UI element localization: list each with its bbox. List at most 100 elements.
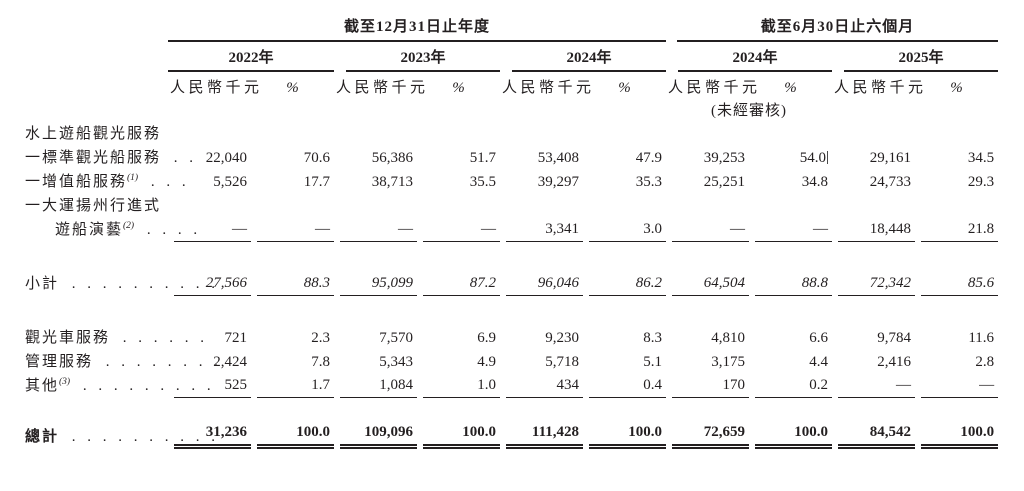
leader-dots: . . — [166, 150, 198, 166]
leader-dots: . . . . . . . . — [98, 354, 223, 370]
cell-value: 9,784 — [877, 330, 912, 346]
percent-cell: 34.8 — [749, 170, 832, 194]
unaudited-note-row: (未經審核) — [25, 99, 998, 122]
cell-value: 34.5 — [967, 150, 995, 166]
row-label-text: 觀光車服務 — [25, 330, 111, 346]
year-2024: 2024年 — [512, 46, 667, 72]
cell-value: 100.0 — [755, 424, 833, 449]
spacer-row — [25, 398, 998, 424]
percent-cell: 47.9 — [583, 146, 666, 170]
amount-cell — [832, 122, 915, 146]
amount-cell: 56,386 — [334, 146, 417, 170]
amount-cell: 39,253 — [666, 146, 749, 170]
percent-cell: 87.2 — [417, 272, 500, 296]
cell-value: — — [838, 377, 916, 398]
cell-value: 3,175 — [711, 354, 746, 370]
cell-value: 29.3 — [967, 174, 995, 190]
amount-cell: 3,341 — [500, 218, 583, 242]
unit-header-row: 人民幣千元 % 人民幣千元 % 人民幣千元 % 人民幣千元 % 人民幣千元 % — [25, 72, 998, 99]
row-label: 小計 . . . . . . . . . . — [25, 272, 215, 296]
percent-cell: 51.7 — [417, 146, 500, 170]
percent-cell: 4.4 — [749, 350, 832, 374]
cell-value: 100.0 — [589, 424, 667, 449]
cell-value: 434 — [506, 377, 583, 398]
cell-value: 53,408 — [537, 150, 579, 166]
percent-cell: 2.3 — [251, 326, 334, 350]
percent-cell — [583, 122, 666, 146]
cell-value: 96,046 — [506, 275, 583, 296]
percent-cell: 100.0 — [417, 424, 500, 449]
cell-value: — — [174, 221, 251, 242]
percent-cell: 86.2 — [583, 272, 667, 296]
cell-value: 5,526 — [213, 174, 247, 190]
percent-cell: 4.9 — [417, 350, 500, 374]
percent-cell: 54.0 — [749, 146, 832, 170]
unit-label: 人民幣千元 — [502, 80, 595, 96]
amount-cell — [500, 194, 583, 218]
cell-value: 170 — [672, 377, 750, 398]
cell-value: 111,428 — [506, 424, 583, 449]
amount-cell — [168, 122, 251, 146]
amount-cell: 170 — [666, 374, 750, 398]
period-group-interim: 截至6月30日止六個月 — [677, 15, 999, 42]
row-label-text: 水上遊船觀光服務 — [25, 126, 162, 142]
cell-value: 38,713 — [371, 174, 413, 190]
unit-label: 人民幣千元 — [170, 80, 263, 96]
cell-value: 3,341 — [506, 221, 583, 242]
row-label: 一增值船服務(1) . . . — [25, 170, 186, 194]
amount-cell: 109,096 — [334, 424, 417, 449]
amount-cell: 9,230 — [500, 326, 583, 350]
amount-cell: — — [168, 218, 251, 242]
percent-label: % — [618, 80, 631, 96]
amount-cell: 5,526 — [168, 170, 251, 194]
cell-value: 54.0 — [799, 150, 829, 166]
year-2023: 2023年 — [346, 46, 500, 72]
percent-cell: 70.6 — [251, 146, 334, 170]
amount-cell: 111,428 — [500, 424, 583, 449]
cell-value: 35.5 — [469, 174, 496, 190]
table-row: 觀光車服務 . . . . . . 721 2.3 7,570 6.9 9,230 8.3 4… — [25, 326, 998, 350]
amount-cell: 24,733 — [832, 170, 915, 194]
percent-label: % — [452, 80, 465, 96]
amount-cell — [334, 122, 417, 146]
cell-value: 34.8 — [801, 174, 829, 190]
percent-cell: 7.8 — [251, 350, 334, 374]
percent-cell — [417, 194, 500, 218]
year-2025-interim: 2025年 — [844, 46, 999, 72]
cell-value: — — [672, 221, 750, 242]
amount-cell: 525 — [168, 374, 251, 398]
amount-cell: 25,251 — [666, 170, 749, 194]
percent-cell: — — [749, 218, 833, 242]
footnote-superscript: (2) — [123, 221, 135, 231]
leader-dots: . . . . . . . . . — [75, 378, 215, 394]
cell-value: 1.0 — [423, 377, 500, 398]
row-label-text: 小計 — [25, 276, 60, 292]
row-label-text: 一大運揚州行進式 — [25, 198, 162, 214]
percent-cell: 100.0 — [251, 424, 334, 449]
percent-cell: 6.9 — [417, 326, 500, 350]
cell-value: 25,251 — [703, 174, 746, 190]
cell-value: 39,297 — [537, 174, 579, 190]
percent-cell — [749, 122, 832, 146]
cell-value: 22,040 — [205, 150, 247, 166]
percent-cell: — — [251, 218, 334, 242]
spacer-cell — [25, 398, 998, 424]
period-group-row: 截至12月31日止年度 截至6月30日止六個月 — [25, 8, 999, 42]
row-label-text: 管理服務 — [25, 354, 94, 370]
table-row: 一標準觀光船服務 . . 22,040 70.6 56,386 51.7 53,408 47… — [25, 146, 998, 170]
cell-value: 70.6 — [303, 150, 330, 166]
section-row: 水上遊船觀光服務 — [25, 122, 998, 146]
amount-cell: 31,236 — [168, 424, 251, 449]
cell-value: — — [340, 221, 417, 242]
cell-value: 88.3 — [257, 275, 334, 296]
row-label: 總計 . . . . . . . . . . — [25, 424, 215, 449]
amount-cell: 721 — [168, 326, 251, 350]
cell-value: 27,566 — [174, 275, 251, 296]
table-row: 小計 . . . . . . . . . . 27,566 88.3 95,099 87… — [25, 272, 999, 296]
cell-value: 24,733 — [869, 174, 912, 190]
amount-cell: 84,542 — [832, 424, 916, 449]
amount-cell: 53,408 — [500, 146, 583, 170]
cell-value: 64,504 — [672, 275, 750, 296]
percent-cell: — — [915, 374, 999, 398]
row-label-text: 其他 — [25, 378, 60, 394]
